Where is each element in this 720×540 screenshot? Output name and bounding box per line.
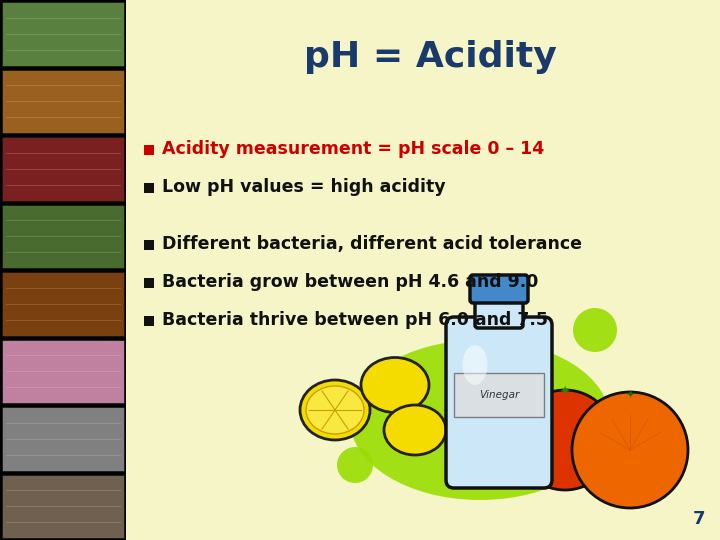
Bar	[144, 316, 154, 326]
Bar	[2, 475, 124, 538]
Bar	[2, 272, 124, 335]
Bar	[144, 183, 154, 193]
Bar	[2, 340, 124, 403]
Ellipse shape	[306, 386, 364, 434]
Text: 7: 7	[693, 510, 705, 528]
Bar	[2, 137, 124, 200]
FancyBboxPatch shape	[446, 317, 552, 488]
Ellipse shape	[300, 380, 370, 440]
Circle shape	[573, 308, 617, 352]
Text: ✦: ✦	[559, 386, 570, 399]
Bar	[0, 0, 126, 540]
Text: Bacteria thrive between pH 6.0 and 7.5: Bacteria thrive between pH 6.0 and 7.5	[162, 311, 548, 329]
Bar	[2, 407, 124, 470]
FancyBboxPatch shape	[454, 373, 544, 417]
Text: Different bacteria, different acid tolerance: Different bacteria, different acid toler…	[162, 235, 582, 253]
Bar	[144, 240, 154, 250]
Text: Bacteria grow between pH 4.6 and 9.0: Bacteria grow between pH 4.6 and 9.0	[162, 273, 539, 291]
Text: Vinegar: Vinegar	[479, 390, 519, 400]
Bar	[126, 0, 720, 540]
Bar	[2, 205, 124, 268]
Bar	[2, 70, 124, 133]
Ellipse shape	[361, 357, 429, 413]
Text: ✦: ✦	[625, 390, 635, 400]
Ellipse shape	[384, 405, 446, 455]
Text: pH = Acidity: pH = Acidity	[304, 40, 557, 74]
Ellipse shape	[350, 340, 610, 500]
Text: Acidity measurement = pH scale 0 – 14: Acidity measurement = pH scale 0 – 14	[162, 140, 544, 158]
Circle shape	[515, 390, 615, 490]
FancyBboxPatch shape	[470, 275, 528, 303]
Circle shape	[572, 392, 688, 508]
Ellipse shape	[462, 345, 487, 385]
Bar	[144, 145, 154, 155]
Bar	[2, 2, 124, 65]
Circle shape	[337, 447, 373, 483]
Bar	[144, 278, 154, 288]
FancyBboxPatch shape	[475, 292, 523, 328]
Text: Low pH values = high acidity: Low pH values = high acidity	[162, 178, 446, 196]
